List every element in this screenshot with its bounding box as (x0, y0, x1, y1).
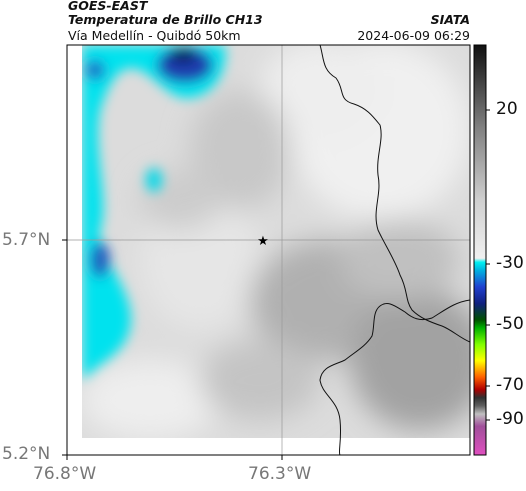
lat-tick-5.2: 5.2°N (2, 444, 51, 464)
lon-tick-76.8: 76.8°W (33, 464, 97, 484)
colorbar-tick-minus70: -70 (496, 375, 524, 395)
location-star-icon: ★ (257, 234, 269, 249)
brightness-temperature-image (67, 45, 470, 455)
lat-tick-5.7: 5.7°N (2, 230, 51, 250)
lon-tick-76.3: 76.3°W (248, 464, 312, 484)
map-frame (66, 44, 471, 456)
datetime-label: 2024-06-09 06:29 (357, 28, 470, 43)
colorbar-tick-minus30: -30 (496, 253, 524, 273)
location-label: Vía Medellín - Quibdó 50km (68, 28, 241, 43)
source-label: SIATA (430, 12, 470, 27)
axis-ticks (62, 239, 283, 460)
colorbar-tick-20: 20 (496, 99, 518, 119)
colorbar-ticks (486, 109, 490, 421)
colorbar (473, 44, 487, 456)
boundary-lines (319, 44, 471, 456)
colorbar-tick-minus90: -90 (496, 409, 524, 429)
colorbar-tick-minus50: -50 (496, 314, 524, 334)
product-title: GOES-EAST (68, 0, 148, 13)
product-subtitle: Temperatura de Brillo CH13 (68, 12, 263, 27)
